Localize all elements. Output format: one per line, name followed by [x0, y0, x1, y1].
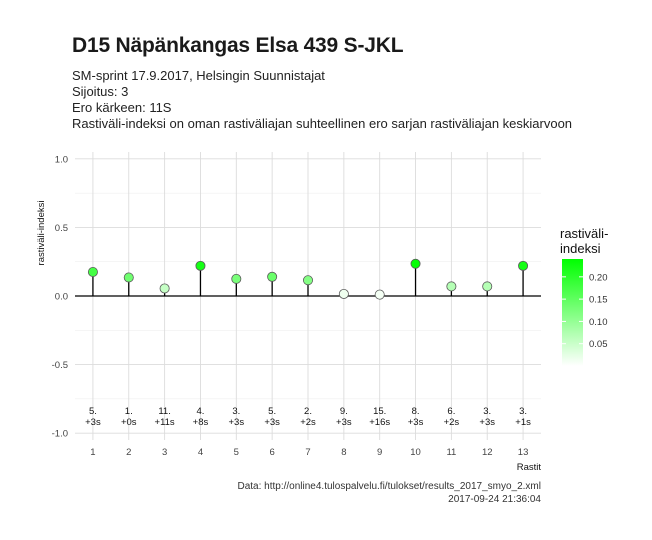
- y-tick-label: 1.0: [55, 154, 68, 165]
- point-13: [518, 260, 529, 271]
- x-tick-label: 12: [482, 447, 493, 458]
- legend-tick-label: 0.15: [589, 295, 608, 306]
- y-axis: 1.0 0.5 0.0 -0.5 -1.0 rastiväli-indeksi: [36, 154, 68, 439]
- x-tick-label: 8: [341, 447, 346, 458]
- delta-label-10: +3s: [408, 417, 424, 428]
- split-annotations: 5.+3s1.+0s11.+11s4.+8s3.+3s5.+3s2.+2s9.+…: [85, 406, 531, 428]
- point-2: [123, 272, 134, 283]
- delta-label-2: +0s: [121, 417, 137, 428]
- delta-label-4: +8s: [193, 417, 209, 428]
- rank-label-4: 4.: [196, 406, 204, 417]
- y-axis-title: rastiväli-indeksi: [36, 201, 47, 266]
- x-tick-label: 11: [446, 447, 456, 458]
- delta-label-8: +3s: [336, 417, 352, 428]
- legend-tick-label: 0.20: [589, 272, 608, 283]
- rank-label-10: 8.: [412, 406, 420, 417]
- rank-label-5: 3.: [232, 406, 240, 417]
- x-tick-label: 5: [234, 447, 239, 458]
- x-tick-label: 6: [270, 447, 275, 458]
- point-3: [159, 283, 170, 294]
- x-tick-label: 3: [162, 447, 167, 458]
- x-axis-title: Rastit: [517, 462, 542, 473]
- point-1: [87, 266, 98, 277]
- x-tick-label: 2: [126, 447, 131, 458]
- x-tick-label: 10: [410, 447, 421, 458]
- legend-tick-label: 0.10: [589, 317, 608, 328]
- x-tick-label: 9: [377, 447, 382, 458]
- delta-label-1: +3s: [85, 417, 101, 428]
- legend-tick-label: 0.05: [589, 339, 608, 350]
- subtitle-line-3: Ero kärkeen: 11S: [72, 100, 172, 115]
- x-tick-label: 4: [198, 447, 203, 458]
- x-tick-label: 7: [305, 447, 310, 458]
- legend-colorbar: [562, 259, 583, 366]
- chart-title: D15 Näpänkangas Elsa 439 S-JKL: [72, 34, 404, 57]
- y-tick-label: 0.5: [55, 223, 68, 234]
- point-12: [482, 281, 493, 292]
- data-points: [87, 258, 529, 300]
- delta-label-11: +2s: [444, 417, 460, 428]
- subtitle-line-2: Sijoitus: 3: [72, 84, 129, 99]
- point-7: [302, 275, 313, 286]
- point-9: [374, 289, 385, 300]
- y-tick-label: -1.0: [52, 429, 68, 440]
- point-5: [231, 273, 242, 284]
- point-4: [195, 260, 206, 271]
- point-6: [267, 271, 278, 282]
- rank-label-2: 1.: [125, 406, 133, 417]
- rank-label-3: 11.: [158, 406, 171, 417]
- x-tick-label: 1: [90, 447, 95, 458]
- rank-label-11: 6.: [447, 406, 455, 417]
- subtitle-line-4: Rastiväli-indeksi on oman rastiväliajan …: [72, 116, 573, 131]
- legend-title-line-1: rastiväli-: [560, 226, 608, 241]
- color-legend: rastiväli-indeksi 0.20 0.15 0.10 0.05: [560, 226, 608, 366]
- delta-label-13: +1s: [515, 417, 531, 428]
- delta-label-9: +16s: [369, 417, 390, 428]
- delta-label-6: +3s: [264, 417, 280, 428]
- point-11: [446, 281, 457, 292]
- subtitle-line-1: SM-sprint 17.9.2017, Helsingin Suunnista…: [72, 68, 325, 83]
- legend-title-line-2: indeksi: [560, 241, 601, 256]
- delta-label-3: +11s: [155, 417, 175, 428]
- delta-label-5: +3s: [229, 417, 245, 428]
- timestamp-caption: 2017-09-24 21:36:04: [448, 494, 541, 505]
- rank-label-8: 9.: [340, 406, 348, 417]
- rank-label-6: 5.: [268, 406, 276, 417]
- rank-label-9: 15.: [373, 406, 386, 417]
- y-tick-label: 0.0: [55, 292, 68, 303]
- delta-label-12: +3s: [479, 417, 495, 428]
- rank-label-1: 5.: [89, 406, 97, 417]
- y-tick-label: -0.5: [52, 360, 68, 371]
- rank-label-7: 2.: [304, 406, 312, 417]
- rank-label-13: 3.: [519, 406, 527, 417]
- data-source-caption: Data: http://online4.tulospalvelu.fi/tul…: [237, 481, 541, 492]
- delta-label-7: +2s: [300, 417, 316, 428]
- point-8: [338, 288, 349, 299]
- point-10: [410, 258, 421, 269]
- x-tick-label: 13: [518, 447, 529, 458]
- rank-label-12: 3.: [483, 406, 491, 417]
